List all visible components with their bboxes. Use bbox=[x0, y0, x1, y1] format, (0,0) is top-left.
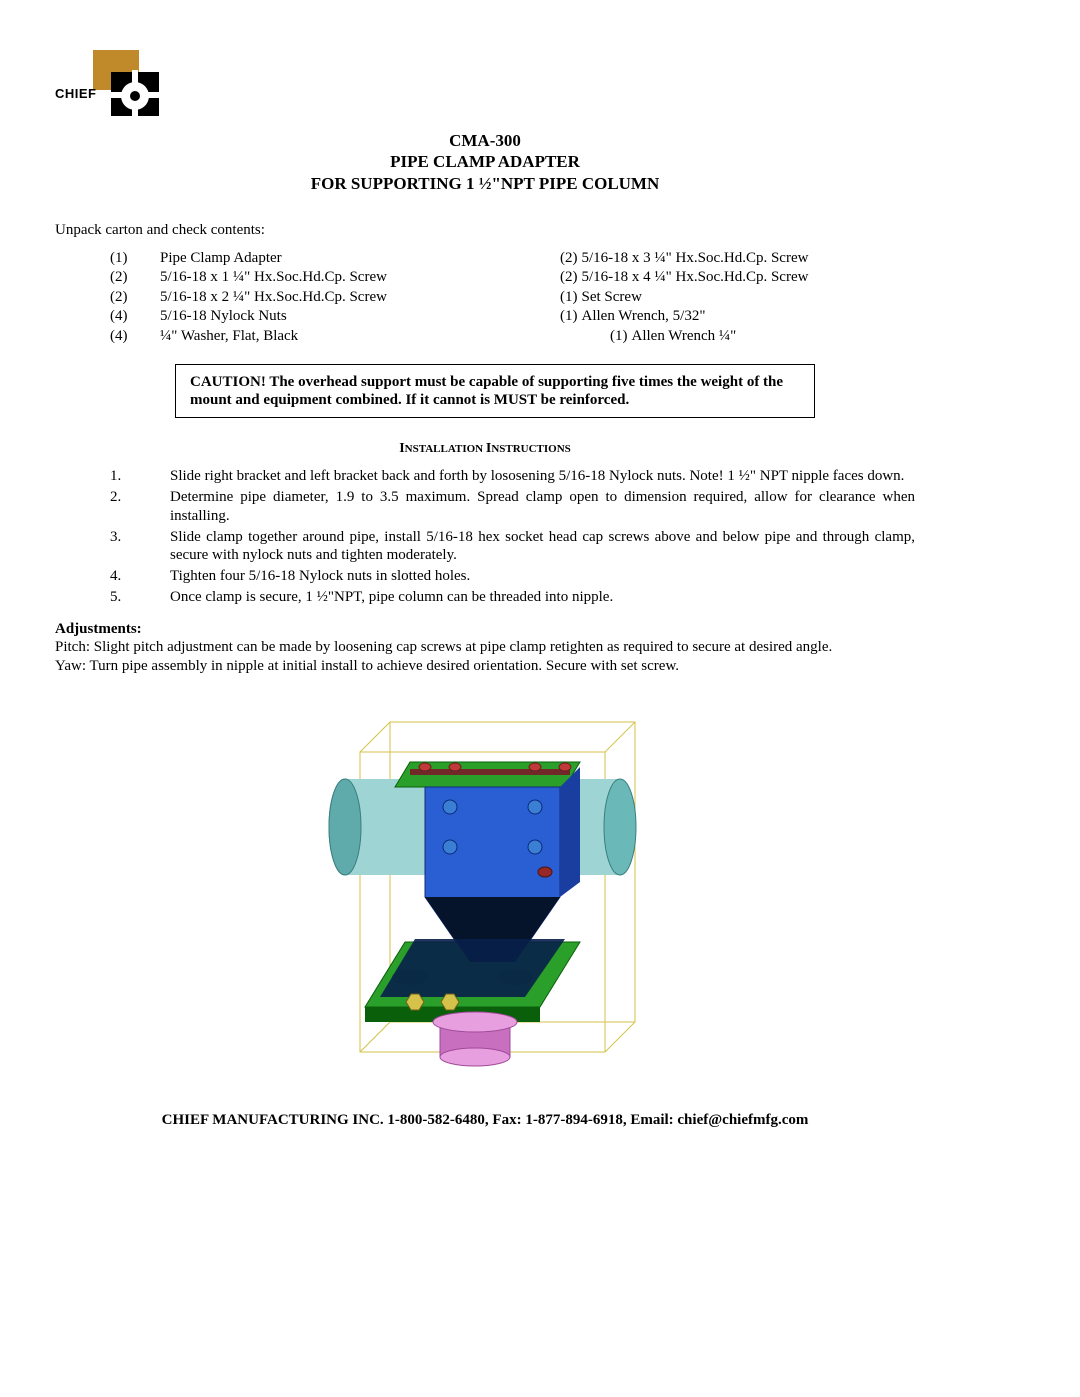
contents-qty: (2) bbox=[110, 268, 160, 288]
contents-item: Pipe Clamp Adapter bbox=[160, 249, 282, 269]
contents-qty: (1) bbox=[560, 307, 578, 327]
logo-text: CHIEF bbox=[55, 86, 97, 101]
title-line-3: FOR SUPPORTING 1 ½"NPT PIPE COLUMN bbox=[55, 173, 915, 194]
instruction-step: Determine pipe diameter, 1.9 to 3.5 maxi… bbox=[55, 488, 915, 526]
caution-box: CAUTION! The overhead support must be ca… bbox=[175, 364, 815, 418]
contents-qty: (2) bbox=[560, 268, 578, 288]
contents-qty: (2) bbox=[110, 288, 160, 308]
contents-item: 5/16-18 x 3 ¼" Hx.Soc.Hd.Cp. Screw bbox=[582, 249, 809, 269]
contents-item: ¼" Washer, Flat, Black bbox=[160, 327, 298, 347]
adjust-pitch: Pitch: Slight pitch adjustment can be ma… bbox=[55, 638, 915, 658]
document-title: CMA-300 PIPE CLAMP ADAPTER FOR SUPPORTIN… bbox=[55, 130, 915, 194]
instruction-step: Slide right bracket and left bracket bac… bbox=[55, 467, 915, 486]
contents-qty: (4) bbox=[110, 307, 160, 327]
contents-item: Allen Wrench ¼" bbox=[632, 327, 737, 347]
contents-item: 5/16-18 Nylock Nuts bbox=[160, 307, 287, 327]
product-diagram bbox=[55, 707, 915, 1082]
footer-contact: CHIEF MANUFACTURING INC. 1-800-582-6480,… bbox=[55, 1112, 915, 1129]
contents-qty: (1) bbox=[560, 288, 578, 308]
contents-row: (1) Allen Wrench ¼" bbox=[560, 327, 808, 347]
contents-row: (1)Pipe Clamp Adapter bbox=[110, 249, 560, 269]
contents-row: (2) 5/16-18 x 3 ¼" Hx.Soc.Hd.Cp. Screw bbox=[560, 249, 808, 269]
adjust-yaw: Yaw: Turn pipe assembly in nipple at ini… bbox=[55, 657, 915, 677]
contents-row: (2)5/16-18 x 2 ¼" Hx.Soc.Hd.Cp. Screw bbox=[110, 288, 560, 308]
contents-row: (1) Set Screw bbox=[560, 288, 808, 308]
contents-row: (4)5/16-18 Nylock Nuts bbox=[110, 307, 560, 327]
contents-item: Allen Wrench, 5/32" bbox=[582, 307, 706, 327]
contents-row: (1) Allen Wrench, 5/32" bbox=[560, 307, 808, 327]
adjustments-heading: Adjustments: bbox=[55, 621, 915, 638]
contents-item: Set Screw bbox=[582, 288, 642, 308]
contents-qty: (2) bbox=[560, 249, 578, 269]
contents-item: 5/16-18 x 1 ¼" Hx.Soc.Hd.Cp. Screw bbox=[160, 268, 387, 288]
contents-qty: (1) bbox=[110, 249, 160, 269]
contents-qty: (4) bbox=[110, 327, 160, 347]
title-line-1: CMA-300 bbox=[55, 130, 915, 151]
contents-row: (2)5/16-18 x 1 ¼" Hx.Soc.Hd.Cp. Screw bbox=[110, 268, 560, 288]
installation-heading: INSTALLATION INSTRUCTIONS bbox=[55, 440, 915, 457]
contents-row: (2) 5/16-18 x 4 ¼" Hx.Soc.Hd.Cp. Screw bbox=[560, 268, 808, 288]
contents-row: (4)¼" Washer, Flat, Black bbox=[110, 327, 560, 347]
instruction-step: Tighten four 5/16-18 Nylock nuts in slot… bbox=[55, 567, 915, 586]
contents-item: 5/16-18 x 2 ¼" Hx.Soc.Hd.Cp. Screw bbox=[160, 288, 387, 308]
chief-logo: CHIEF bbox=[55, 50, 165, 120]
instructions-list: Slide right bracket and left bracket bac… bbox=[55, 467, 915, 606]
instruction-step: Slide clamp together around pipe, instal… bbox=[55, 528, 915, 566]
title-line-2: PIPE CLAMP ADAPTER bbox=[55, 151, 915, 172]
contents-list: (1)Pipe Clamp Adapter(2)5/16-18 x 1 ¼" H… bbox=[110, 249, 915, 347]
unpack-text: Unpack carton and check contents: bbox=[55, 222, 915, 239]
contents-qty: (1) bbox=[610, 327, 628, 347]
instruction-step: Once clamp is secure, 1 ½"NPT, pipe colu… bbox=[55, 588, 915, 607]
adjustments-text: Pitch: Slight pitch adjustment can be ma… bbox=[55, 638, 915, 677]
contents-item: 5/16-18 x 4 ¼" Hx.Soc.Hd.Cp. Screw bbox=[582, 268, 809, 288]
